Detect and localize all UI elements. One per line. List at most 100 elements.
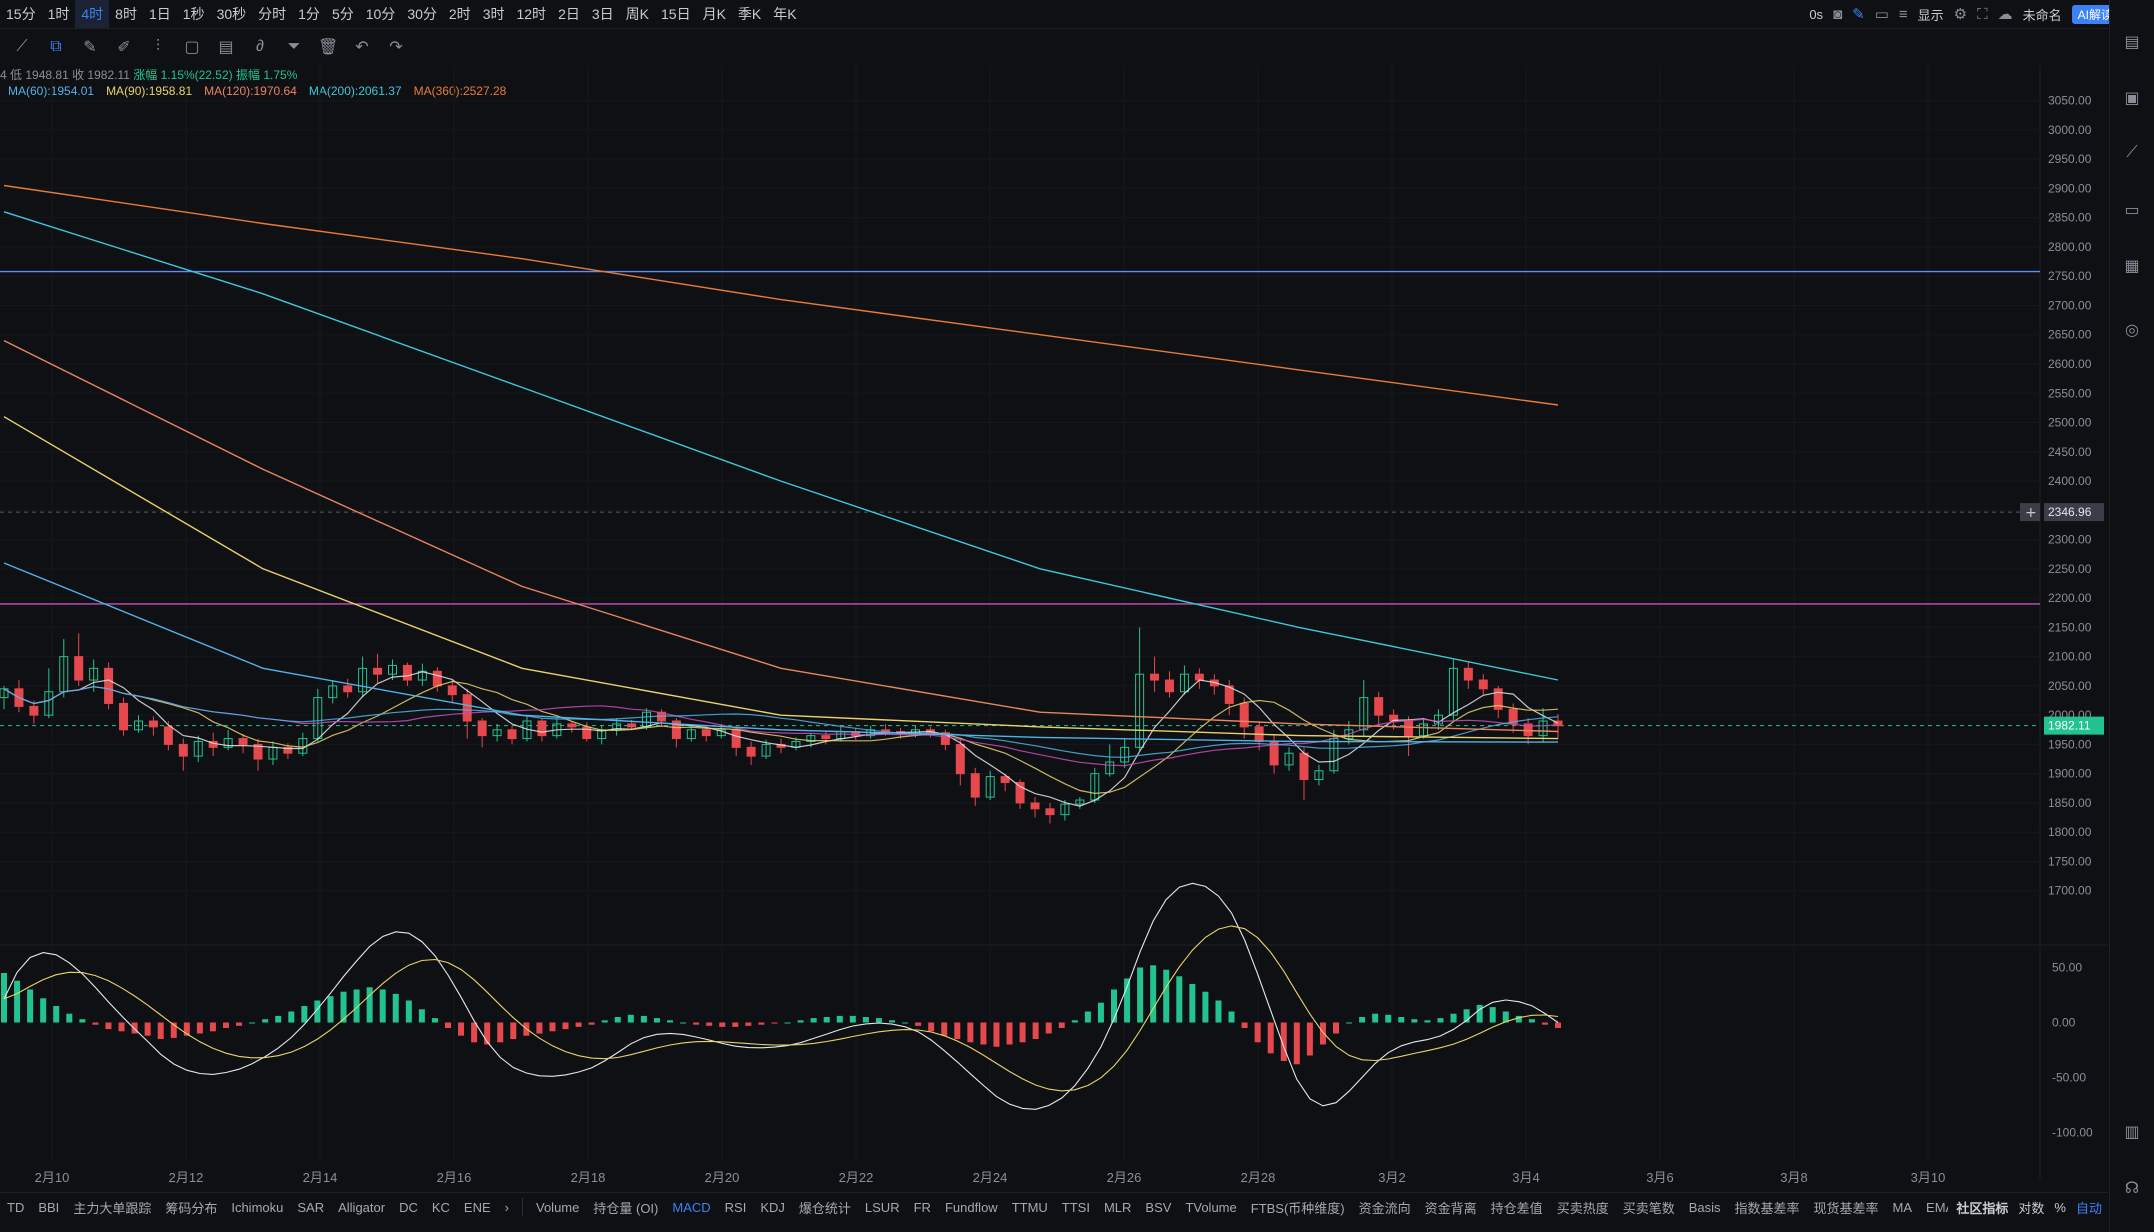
candle-body[interactable]	[328, 685, 338, 699]
candle-body[interactable]	[462, 694, 472, 722]
layout-name-dropdown[interactable]: 未命名	[2022, 7, 2062, 23]
candle-body[interactable]	[1194, 673, 1204, 681]
sub-indicator-11[interactable]: MLR	[1103, 1199, 1132, 1215]
candle-body[interactable]	[985, 776, 995, 798]
sub-indicator-8[interactable]: Fundflow	[944, 1199, 998, 1215]
candle-body[interactable]	[1299, 752, 1309, 781]
headset-icon[interactable]: ☊	[2124, 1180, 2140, 1197]
candle-body[interactable]	[627, 723, 637, 728]
sub-indicator-12[interactable]: BSV	[1145, 1199, 1172, 1215]
log-scale-toggle[interactable]: 对数	[2018, 1200, 2045, 1216]
candle-body[interactable]	[477, 720, 487, 737]
redo-icon[interactable]: ↷	[389, 39, 403, 56]
timeframe-4[interactable]: 1日	[148, 6, 171, 22]
candle-body[interactable]	[1419, 723, 1429, 737]
pen-icon[interactable]: ✎	[83, 39, 97, 56]
candle-body[interactable]	[731, 729, 741, 748]
timeframe-5[interactable]: 1秒	[182, 6, 205, 22]
undo-icon[interactable]: ↶	[355, 39, 369, 56]
candle-body[interactable]	[358, 667, 368, 693]
candle-body[interactable]	[1239, 702, 1249, 728]
sub-indicator-21[interactable]: 指数基差率	[1734, 1200, 1800, 1216]
candle-body[interactable]	[402, 664, 412, 681]
candle-body[interactable]	[821, 735, 831, 740]
main-indicator-9[interactable]: ENE	[463, 1199, 491, 1215]
candle-body[interactable]	[1478, 679, 1488, 690]
timeframe-15[interactable]: 2日	[558, 6, 580, 22]
indicator-icon[interactable]: ⫶	[155, 38, 160, 55]
sub-indicator-10[interactable]: TTSI	[1061, 1199, 1090, 1215]
main-indicator-6[interactable]: Alligator	[338, 1199, 386, 1215]
percent-toggle[interactable]: %	[2054, 1199, 2066, 1215]
main-indicator-0[interactable]: TD	[7, 1199, 25, 1215]
sub-indicator-24[interactable]: EMA	[1926, 1199, 1955, 1215]
sub-indicator-23[interactable]: MA	[1892, 1199, 1913, 1215]
candle-body[interactable]	[1015, 781, 1025, 804]
candle-body[interactable]	[1553, 720, 1563, 727]
sub-indicator-19[interactable]: 买卖笔数	[1622, 1200, 1675, 1216]
candle-body[interactable]	[1344, 729, 1354, 740]
timeframe-16[interactable]: 3日	[591, 6, 614, 22]
candle-body[interactable]	[686, 729, 696, 740]
candle-body[interactable]	[1075, 799, 1085, 805]
candle-body[interactable]	[1135, 673, 1145, 748]
draw-line-icon[interactable]: ⟋	[16, 38, 28, 55]
candle-body[interactable]	[343, 685, 353, 693]
trend-icon[interactable]: ⟋	[2126, 144, 2138, 161]
candle-body[interactable]	[1120, 746, 1130, 763]
magnet-icon[interactable]: ∂	[256, 38, 264, 55]
main-indicator-7[interactable]: DC	[399, 1199, 418, 1215]
ai-interpret-button[interactable]: AI解读	[2071, 4, 2119, 24]
timeframe-12[interactable]: 2时	[448, 6, 471, 22]
candle-body[interactable]	[1374, 697, 1384, 716]
timeframe-18[interactable]: 15日	[661, 6, 691, 22]
timeframe-17[interactable]: 周K	[625, 6, 649, 22]
sub-indicator-14[interactable]: FTBS(币种维度)	[1250, 1200, 1345, 1216]
candle-body[interactable]	[373, 667, 383, 675]
sub-indicator-13[interactable]: TVolume	[1185, 1199, 1237, 1215]
candle-body[interactable]	[955, 743, 965, 775]
list-icon[interactable]: ≡	[1898, 5, 1908, 23]
timeframe-19[interactable]: 月K	[702, 6, 726, 22]
candle-body[interactable]	[1463, 667, 1473, 681]
filter-icon[interactable]: ⏷	[287, 38, 301, 55]
sub-indicator-1[interactable]: 持仓量 (OI)	[593, 1200, 659, 1216]
monitor-icon[interactable]: ▭	[2124, 202, 2140, 219]
candle-body[interactable]	[283, 746, 293, 754]
sub-indicator-18[interactable]: 买卖热度	[1556, 1200, 1609, 1216]
candle-body[interactable]	[223, 738, 233, 748]
candle-body[interactable]	[940, 732, 950, 745]
main-indicator-3[interactable]: 筹码分布	[165, 1200, 218, 1216]
sub-indicator-22[interactable]: 现货基差率	[1813, 1200, 1879, 1216]
candle-body[interactable]	[612, 723, 622, 731]
candle-body[interactable]	[1538, 720, 1548, 737]
timeframe-13[interactable]: 3时	[482, 6, 505, 22]
candle-body[interactable]	[1165, 679, 1174, 693]
crosshair-add-button[interactable]	[2020, 503, 2040, 522]
sub-indicator-17[interactable]: 持仓差值	[1490, 1200, 1543, 1216]
main-indicator-5[interactable]: SAR	[297, 1199, 325, 1215]
candle-body[interactable]	[29, 705, 39, 716]
candle-body[interactable]	[1060, 803, 1070, 816]
timeframe-21[interactable]: 年K	[773, 6, 797, 22]
main-indicator-4[interactable]: Ichimoku	[231, 1199, 284, 1215]
candle-body[interactable]	[701, 729, 711, 737]
sub-indicator-16[interactable]: 资金背离	[1424, 1200, 1477, 1216]
candle-body[interactable]	[1105, 761, 1115, 775]
candle-body[interactable]	[761, 743, 771, 757]
display-button[interactable]: 显示	[1917, 7, 1944, 23]
main-indicator-1[interactable]: BBI	[38, 1199, 60, 1215]
candle-body[interactable]	[806, 735, 816, 742]
brush-icon[interactable]: ✐	[117, 39, 131, 56]
gear-icon[interactable]: ⚙	[1953, 6, 1968, 23]
timeframe-0[interactable]: 15分	[6, 6, 36, 22]
candle-body[interactable]	[193, 740, 203, 757]
sub-indicator-7[interactable]: FR	[913, 1199, 931, 1215]
timeframe-10[interactable]: 10分	[365, 6, 396, 22]
candle-body[interactable]	[1284, 752, 1294, 766]
copy-icon[interactable]: ⧉	[50, 38, 62, 55]
candle-body[interactable]	[1359, 697, 1369, 731]
candle-body[interactable]	[1448, 667, 1458, 716]
candle-body[interactable]	[746, 746, 756, 757]
main-indicator-2[interactable]: 主力大单跟踪	[73, 1200, 152, 1216]
